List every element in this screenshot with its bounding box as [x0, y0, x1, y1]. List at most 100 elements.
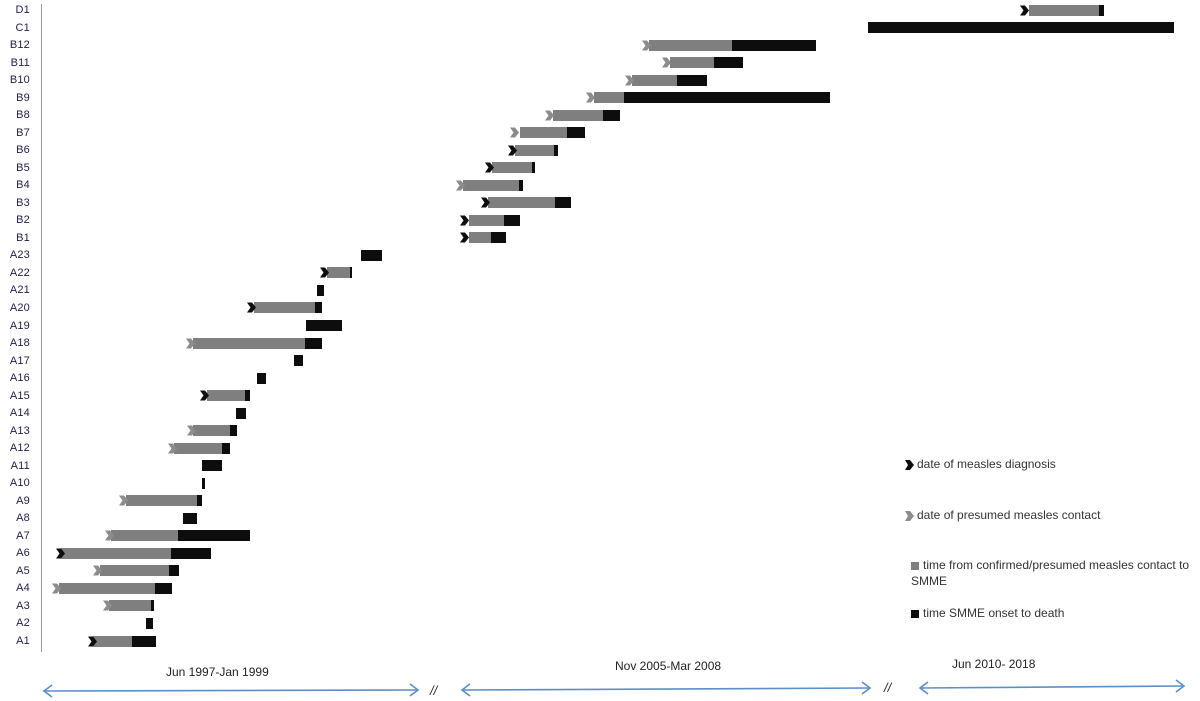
bar-smme-to-death-a6: [171, 547, 211, 559]
contact-chevron-icon-a9: [119, 495, 128, 506]
y-label-b4: B4: [16, 179, 30, 192]
contact-chevron-icon-a3: [103, 600, 112, 611]
diagnosis-chevron-icon-d1: [1020, 5, 1029, 15]
y-label-a5: A5: [16, 564, 30, 577]
bar-contact-to-smme-a12: [174, 442, 222, 454]
y-label-a21: A21: [9, 284, 30, 297]
bar-contact-to-smme-a13: [193, 425, 230, 437]
y-label-a8: A8: [16, 512, 30, 525]
y-label-a12: A12: [9, 442, 30, 455]
bar-contact-to-smme-a22: [327, 267, 350, 279]
double-arrow-icon-3: [918, 679, 1186, 695]
contact-chevron-icon-b4: [456, 180, 465, 191]
bar-contact-to-smme-a7: [111, 530, 178, 542]
bar-contact-to-smme-b12: [649, 39, 732, 51]
y-label-b7: B7: [16, 126, 30, 139]
bar-smme-to-death-b6: [554, 144, 558, 156]
bar-smme-to-death-a20: [315, 302, 322, 314]
bar-smme-to-death-b4: [519, 179, 523, 191]
bar-smme-to-death-a23: [361, 249, 382, 261]
bar-smme-to-death-a19: [306, 320, 342, 331]
bar-smme-to-death-a8: [183, 512, 197, 524]
y-label-a19: A19: [9, 319, 30, 332]
diagnosis-chevron-icon-b3: [481, 197, 490, 208]
contact-chevron-icon-a7: [105, 530, 114, 541]
bar-smme-to-death-b11: [714, 57, 743, 69]
y-axis-line: [41, 4, 42, 652]
y-label-b3: B3: [16, 196, 30, 209]
diagnosis-chevron-icon-a20: [247, 302, 256, 313]
bar-smme-to-death-a22: [350, 267, 352, 279]
bar-smme-to-death-a4: [155, 582, 172, 594]
bar-smme-to-death-b5: [532, 162, 535, 174]
period-label-2: Nov 2005-Mar 2008: [615, 659, 722, 673]
bar-smme-to-death-a15: [245, 390, 250, 402]
bar-contact-to-smme-b1: [469, 232, 491, 244]
y-label-b6: B6: [16, 144, 30, 157]
y-label-c1: C1: [15, 21, 30, 34]
contact-chevron-icon-a4: [52, 583, 61, 594]
y-label-a1: A1: [16, 635, 30, 647]
bar-smme-to-death-d1: [1099, 4, 1104, 16]
y-label-a13: A13: [9, 424, 30, 437]
diagnosis-chevron-icon-b6: [508, 145, 517, 156]
bar-contact-to-smme-a6: [61, 547, 171, 559]
bar-smme-to-death-b3: [555, 197, 571, 209]
diagnosis-chevron-icon-a1: [88, 636, 97, 646]
contact-chevron-icon-a13: [187, 425, 196, 436]
diagnosis-chevron-icon-a6: [56, 548, 65, 559]
bar-smme-to-death-b10: [677, 74, 707, 86]
y-label-a6: A6: [16, 547, 30, 560]
bar-smme-to-death-b7: [567, 127, 585, 139]
bar-smme-to-death-c1: [868, 22, 1174, 34]
bar-smme-to-death-b9: [624, 92, 830, 104]
bar-contact-to-smme-b5: [492, 162, 532, 174]
bar-smme-to-death-a21: [317, 284, 324, 296]
y-label-b5: B5: [16, 161, 30, 174]
y-label-a10: A10: [9, 477, 30, 490]
bar-smme-to-death-a17: [294, 355, 303, 367]
y-label-a18: A18: [9, 337, 30, 350]
bar-contact-to-smme-a9: [126, 495, 197, 507]
bar-smme-to-death-a7: [178, 530, 250, 542]
y-label-b11: B11: [10, 56, 30, 69]
bar-contact-to-smme-a1: [93, 635, 132, 647]
y-label-b9: B9: [16, 91, 30, 104]
legend-item-diagnosis: date of measles diagnosis: [905, 456, 1056, 472]
bar-smme-to-death-a1: [132, 635, 156, 647]
y-label-a9: A9: [16, 494, 30, 507]
y-label-a11: A11: [10, 459, 30, 472]
y-label-a17: A17: [9, 354, 30, 367]
y-label-a16: A16: [9, 372, 30, 385]
double-arrow-icon-2: [460, 681, 872, 697]
bar-smme-to-death-a9: [197, 495, 202, 507]
contact-chevron-icon-b9: [586, 92, 595, 103]
bar-smme-to-death-a13: [230, 425, 237, 437]
gray-square-icon: [911, 561, 919, 570]
bar-smme-to-death-b12: [732, 39, 816, 51]
bar-contact-to-smme-a15: [207, 390, 245, 402]
y-label-a23: A23: [9, 249, 30, 262]
bar-contact-to-smme-b2: [469, 214, 504, 226]
bar-smme-to-death-a11: [202, 460, 222, 472]
bar-smme-to-death-a16: [257, 372, 266, 384]
bar-smme-to-death-a10: [202, 477, 205, 489]
bar-contact-to-smme-b11: [670, 57, 714, 69]
contact-chevron-icon-b10: [625, 75, 634, 86]
y-label-a14: A14: [9, 407, 30, 420]
bar-contact-to-smme-b10: [632, 74, 677, 86]
contact-chevron-icon-b8: [545, 110, 554, 121]
y-label-a2: A2: [16, 617, 30, 630]
y-label-b1: B1: [16, 231, 30, 244]
black-square-icon: [911, 609, 919, 618]
bar-smme-to-death-a12: [222, 442, 230, 454]
chevron-dark-icon: [905, 459, 914, 470]
bar-smme-to-death-a18: [305, 337, 322, 349]
double-arrow-icon-1: [42, 683, 420, 698]
diagnosis-chevron-icon-a15: [200, 390, 209, 401]
bar-smme-to-death-b2: [504, 214, 520, 226]
legend-item-smme-to-death: time SMME onset to death: [911, 605, 1064, 621]
bar-contact-to-smme-b3: [488, 197, 555, 209]
bar-contact-to-smme-a20: [254, 302, 315, 314]
diagnosis-chevron-icon-a22: [320, 267, 329, 278]
